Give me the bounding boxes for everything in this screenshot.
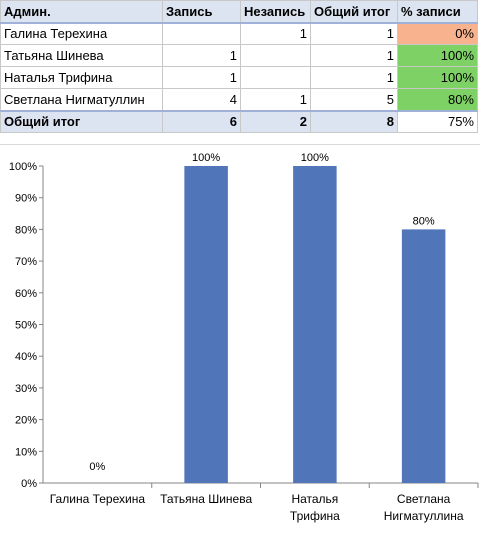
cell-zapis[interactable] <box>162 22 241 45</box>
header-admin[interactable]: Админ. <box>0 0 163 24</box>
bar <box>184 166 228 483</box>
y-tick-label: 10% <box>15 446 37 458</box>
cell-total[interactable]: 1 <box>310 22 398 45</box>
total-nezapis[interactable]: 2 <box>240 109 311 133</box>
cell-nezapis[interactable]: 1 <box>240 22 311 45</box>
bar-chart[interactable]: 0% 10% 20% 30% 40% 50% 60% 70% 80% 90% 100% 0% Галин… <box>0 144 480 542</box>
cell-nezapis[interactable] <box>240 44 311 67</box>
cell-zapis[interactable]: 1 <box>162 44 241 67</box>
cell-pct[interactable]: 0% <box>397 22 478 45</box>
cell-admin[interactable]: Галина Терехина <box>0 22 163 45</box>
data-label: 100% <box>301 152 329 164</box>
x-tick-label: Наталья <box>291 492 338 506</box>
cell-admin[interactable]: Татьяна Шинева <box>0 44 163 67</box>
cell-admin[interactable]: Светлана Нигматуллин <box>0 88 163 111</box>
cell-total[interactable]: 5 <box>310 88 398 111</box>
total-label[interactable]: Общий итог <box>0 109 163 133</box>
header-nezapis[interactable]: Незапись <box>240 0 311 24</box>
table-row: Светлана Нигматуллин 4 1 5 80% <box>0 88 478 111</box>
table-row: Галина Терехина 1 1 0% <box>0 22 478 45</box>
y-tick-label: 50% <box>15 320 37 332</box>
cell-pct[interactable]: 100% <box>397 44 478 67</box>
x-tick-label: Светлана <box>397 492 451 506</box>
cell-total[interactable]: 1 <box>310 44 398 67</box>
y-tick-label: 40% <box>15 351 37 363</box>
grand-total-row: Общий итог 6 2 8 75% <box>0 109 478 133</box>
x-tick-label: Нигматуллина <box>384 509 464 523</box>
pivot-table: Админ. Запись Незапись Общий итог % запи… <box>0 0 478 133</box>
data-label: 0% <box>89 461 105 473</box>
cell-pct[interactable]: 80% <box>397 88 478 111</box>
cell-nezapis[interactable]: 1 <box>240 88 311 111</box>
cell-admin[interactable]: Наталья Трифина <box>0 66 163 89</box>
table-row: Татьяна Шинева 1 1 100% <box>0 44 478 67</box>
cell-zapis[interactable]: 1 <box>162 66 241 89</box>
header-row: Админ. Запись Незапись Общий итог % запи… <box>0 0 478 24</box>
data-label: 80% <box>413 215 435 227</box>
cell-zapis[interactable]: 4 <box>162 88 241 111</box>
total-zapis[interactable]: 6 <box>162 109 241 133</box>
header-zapis[interactable]: Запись <box>162 0 241 24</box>
x-tick-label: Трифина <box>290 509 340 523</box>
y-tick-label: 90% <box>15 193 37 205</box>
y-tick-label: 0% <box>21 478 37 490</box>
x-tick-label: Татьяна Шинева <box>160 492 252 506</box>
cell-total[interactable]: 1 <box>310 66 398 89</box>
data-label: 100% <box>192 152 220 164</box>
y-tick-label: 20% <box>15 415 37 427</box>
bar <box>401 229 446 483</box>
cell-pct[interactable]: 100% <box>397 66 478 89</box>
y-tick-label: 70% <box>15 256 37 268</box>
header-total[interactable]: Общий итог <box>310 0 398 24</box>
y-tick-label: 100% <box>9 161 37 173</box>
y-tick-label: 80% <box>15 224 37 236</box>
bar-chart-svg: 0% 10% 20% 30% 40% 50% 60% 70% 80% 90% 100% 0% Галин… <box>9 152 479 523</box>
x-tick-label: Галина Терехина <box>50 492 146 506</box>
header-pct[interactable]: % записи <box>397 0 478 24</box>
y-tick-label: 30% <box>15 383 37 395</box>
bar <box>293 166 337 483</box>
y-tick-label: 60% <box>15 288 37 300</box>
cell-nezapis[interactable] <box>240 66 311 89</box>
total-pct[interactable]: 75% <box>397 109 478 133</box>
table-row: Наталья Трифина 1 1 100% <box>0 66 478 89</box>
total-total[interactable]: 8 <box>310 109 398 133</box>
